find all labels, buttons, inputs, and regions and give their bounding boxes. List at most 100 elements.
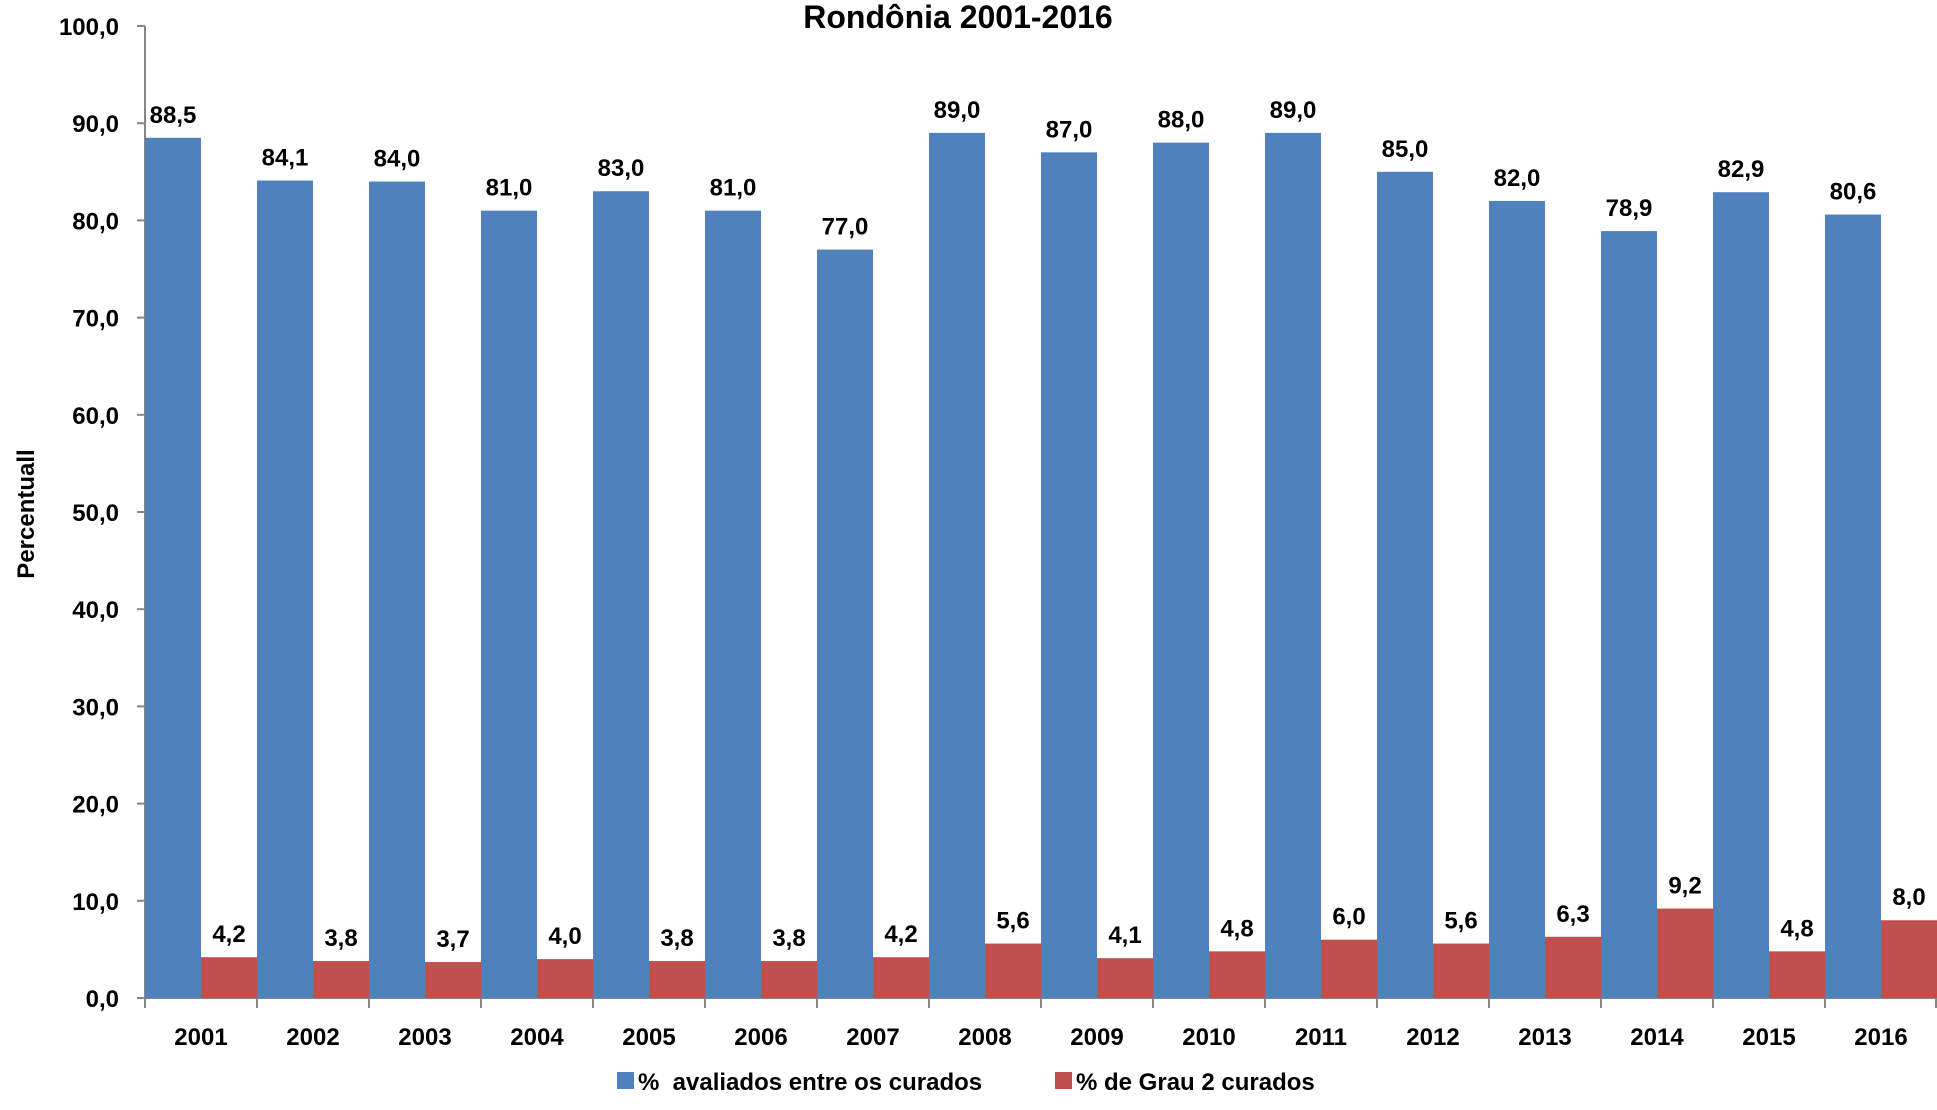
data-label: 5,6 — [1444, 908, 1477, 935]
y-tick-label: 0,0 — [86, 986, 119, 1013]
bar-avaliados — [929, 132, 985, 999]
data-label: 4,8 — [1220, 915, 1253, 942]
data-label: 3,8 — [772, 925, 805, 952]
legend-swatch — [617, 1072, 634, 1089]
legend-swatch — [1055, 1072, 1072, 1089]
bar-grau2 — [1657, 908, 1713, 998]
bars — [145, 132, 1937, 999]
x-tick-label: 2002 — [286, 1024, 339, 1051]
x-tick-label: 2014 — [1630, 1024, 1684, 1051]
bar-grau2 — [1209, 951, 1265, 998]
x-tick-label: 2003 — [398, 1024, 451, 1051]
bar-avaliados — [1489, 200, 1545, 998]
data-label: 3,7 — [436, 926, 469, 953]
y-tick-label: 90,0 — [72, 111, 119, 138]
data-label: 88,0 — [1158, 107, 1205, 134]
y-axis-label: Percentuall — [13, 449, 40, 578]
y-tick-label: 80,0 — [72, 208, 119, 235]
data-label: 3,8 — [324, 925, 357, 952]
y-tick-label: 40,0 — [72, 597, 119, 624]
bar-avaliados — [593, 191, 649, 999]
data-labels: 88,5 84,1 84,0 81,0 83,0 81,0 77,0 89,0 87,0 88,0… — [150, 97, 1926, 953]
y-tick-label: 100,0 — [59, 14, 119, 41]
data-label: 4,2 — [212, 921, 245, 948]
bar-avaliados — [369, 181, 425, 998]
data-label: 82,9 — [1718, 156, 1765, 183]
data-label: 78,9 — [1606, 195, 1653, 222]
x-tick-label: 2007 — [846, 1024, 899, 1051]
bar-avaliados — [705, 210, 761, 998]
y-axis: 0,0 10,0 20,0 30,0 40,0 50,0 60,0 70,0 80,0 90,0 1… — [59, 14, 146, 1013]
legend: % avaliados entre os curados % de Grau 2 … — [617, 1069, 1315, 1096]
data-label: 77,0 — [822, 214, 869, 241]
bar-avaliados — [1153, 142, 1209, 998]
data-label: 88,5 — [150, 102, 197, 129]
x-tick-label: 2013 — [1518, 1024, 1571, 1051]
data-label: 6,0 — [1332, 904, 1365, 931]
bar-avaliados — [1713, 192, 1769, 998]
bar-grau2 — [201, 957, 257, 998]
x-tick-label: 2012 — [1406, 1024, 1459, 1051]
data-label: 4,8 — [1780, 915, 1813, 942]
legend-label: % de Grau 2 curados — [1076, 1069, 1315, 1096]
x-tick-label: 2008 — [958, 1024, 1011, 1051]
bar-grau2 — [425, 962, 481, 998]
data-label: 81,0 — [710, 175, 757, 202]
x-tick-label: 2016 — [1854, 1024, 1907, 1051]
bar-grau2 — [1097, 958, 1153, 998]
bar-avaliados — [1377, 171, 1433, 999]
bar-grau2 — [313, 961, 369, 998]
data-label: 4,0 — [548, 923, 581, 950]
bar-grau2 — [649, 961, 705, 998]
x-tick-label: 2004 — [510, 1024, 564, 1051]
bar-avaliados — [257, 180, 313, 999]
data-label: 9,2 — [1668, 873, 1701, 900]
bar-grau2 — [873, 957, 929, 998]
bar-avaliados — [481, 210, 537, 998]
x-tick-label: 2001 — [174, 1024, 227, 1051]
data-label: 82,0 — [1494, 165, 1541, 192]
bar-grau2 — [1545, 936, 1601, 998]
data-label: 3,8 — [660, 925, 693, 952]
bar-grau2 — [985, 943, 1041, 998]
bar-grau2 — [1769, 951, 1825, 998]
data-label: 84,1 — [262, 145, 309, 172]
data-label: 81,0 — [486, 175, 533, 202]
y-tick-label: 20,0 — [72, 792, 119, 819]
x-tick-label: 2009 — [1070, 1024, 1123, 1051]
bar-grau2 — [1881, 920, 1937, 998]
bar-avaliados — [1265, 132, 1321, 999]
bar-avaliados — [1825, 214, 1881, 998]
legend-label: % avaliados entre os curados — [638, 1069, 982, 1096]
y-tick-label: 50,0 — [72, 500, 119, 527]
data-label: 6,3 — [1556, 901, 1589, 928]
data-label: 4,1 — [1108, 922, 1141, 949]
data-label: 87,0 — [1046, 116, 1093, 143]
x-tick-label: 2005 — [622, 1024, 675, 1051]
data-label: 5,6 — [996, 908, 1029, 935]
y-tick-label: 70,0 — [72, 306, 119, 333]
bar-grau2 — [1433, 943, 1489, 998]
x-tick-label: 2010 — [1182, 1024, 1235, 1051]
chart-title: Rondônia 2001-2016 — [803, 0, 1112, 35]
data-label: 80,6 — [1830, 179, 1877, 206]
x-tick-label: 2015 — [1742, 1024, 1795, 1051]
data-label: 8,0 — [1892, 884, 1925, 911]
bar-grau2 — [1321, 939, 1377, 998]
x-tick-label: 2006 — [734, 1024, 787, 1051]
x-tick-label: 2011 — [1295, 1024, 1347, 1051]
data-label: 4,2 — [884, 921, 917, 948]
bar-avaliados — [817, 249, 873, 998]
x-axis: 2001 2002 2003 2004 2005 2006 2007 2008 2009 2010… — [144, 997, 1937, 1051]
bar-avaliados — [1601, 231, 1657, 999]
y-tick-label: 60,0 — [72, 403, 119, 430]
data-label: 89,0 — [934, 97, 981, 124]
data-label: 85,0 — [1382, 136, 1429, 163]
bar-avaliados — [145, 137, 201, 998]
data-label: 83,0 — [598, 155, 645, 182]
bar-grau2 — [537, 959, 593, 998]
bar-avaliados — [1041, 152, 1097, 999]
data-label: 89,0 — [1270, 97, 1317, 124]
